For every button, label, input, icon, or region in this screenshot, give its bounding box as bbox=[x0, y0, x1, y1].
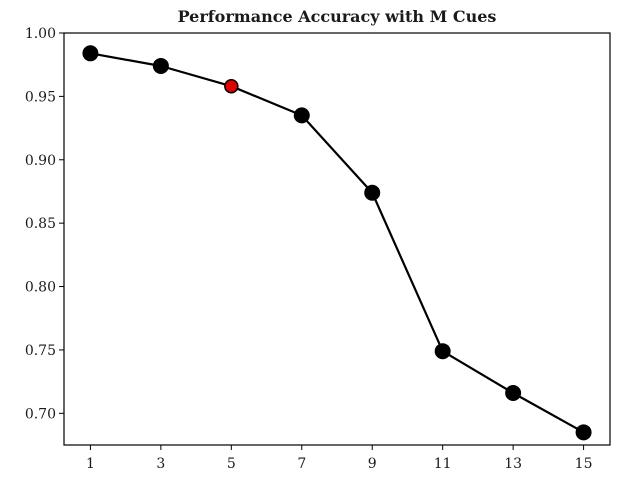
x-tick-label: 5 bbox=[227, 456, 236, 472]
x-tick-label: 11 bbox=[434, 456, 452, 472]
y-tick-label: 0.70 bbox=[25, 406, 56, 422]
x-tick-label: 9 bbox=[368, 456, 377, 472]
x-axis: 1 3 5 7 9 11 13 15 bbox=[86, 445, 593, 472]
data-point bbox=[152, 57, 169, 74]
x-tick-label: 3 bbox=[156, 456, 165, 472]
y-tick-label: 0.85 bbox=[25, 216, 56, 232]
x-tick-label: 13 bbox=[504, 456, 522, 472]
x-tick-label: 15 bbox=[575, 456, 593, 472]
x-tick-label: 7 bbox=[297, 456, 306, 472]
data-point bbox=[364, 184, 381, 201]
series-line-group bbox=[82, 45, 592, 441]
data-point bbox=[434, 343, 451, 360]
data-point bbox=[505, 385, 522, 402]
y-tick-label: 1.00 bbox=[25, 26, 56, 42]
y-tick-label: 0.80 bbox=[25, 280, 56, 296]
chart-title: Performance Accuracy with M Cues bbox=[178, 7, 497, 26]
y-tick-label: 0.90 bbox=[25, 153, 56, 169]
y-axis: 1.00 0.95 0.90 0.85 0.80 0.75 0.70 bbox=[25, 26, 64, 422]
data-point bbox=[293, 107, 310, 124]
data-point bbox=[82, 45, 99, 62]
y-tick-label: 0.75 bbox=[25, 343, 56, 359]
y-tick-label: 0.95 bbox=[25, 89, 56, 105]
series-line bbox=[90, 52, 585, 434]
x-tick-label: 1 bbox=[86, 456, 95, 472]
data-point bbox=[575, 424, 592, 441]
highlighted-data-point bbox=[224, 78, 239, 94]
plot-frame bbox=[63, 32, 611, 446]
